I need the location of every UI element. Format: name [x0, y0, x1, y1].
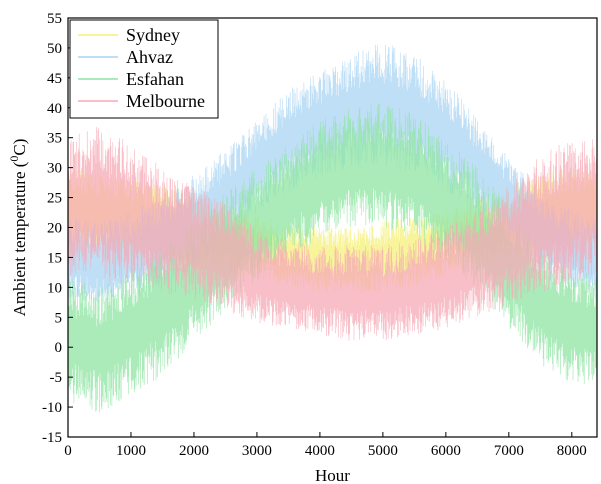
y-tick-label: 35 — [47, 131, 62, 147]
y-tick-label: 25 — [47, 191, 62, 207]
x-tick-label: 7000 — [494, 443, 524, 459]
series-layer — [67, 44, 598, 413]
series-line-esfahan — [67, 103, 598, 413]
legend-label-sydney: Sydney — [126, 25, 180, 45]
y-axis-title-superscript: 0 — [7, 156, 21, 162]
legend-label-esfahan: Esfahan — [126, 69, 184, 89]
x-axis: 0 1000 2000 3000 4000 5000 6000 7000 8000 — [64, 432, 587, 459]
y-tick-label: 5 — [55, 310, 63, 326]
y-axis-title-unit: C) — [10, 139, 29, 156]
y-tick-label: 20 — [47, 221, 62, 237]
x-tick-label: 0 — [64, 443, 72, 459]
y-tick-label: -5 — [50, 370, 63, 386]
y-tick-label: 10 — [47, 280, 62, 296]
x-tick-label: 3000 — [242, 443, 272, 459]
y-axis-title: Ambient temperature (0C) — [7, 139, 29, 317]
x-tick-label: 6000 — [431, 443, 461, 459]
y-tick-label: 30 — [47, 161, 62, 177]
x-tick-label: 8000 — [557, 443, 587, 459]
y-tick-label: 50 — [47, 41, 62, 57]
y-tick-label: -15 — [42, 430, 62, 446]
y-axis-title-main: Ambient temperature ( — [10, 161, 29, 316]
y-tick-label: 15 — [47, 250, 62, 266]
y-tick-label: 40 — [47, 101, 62, 117]
x-tick-label: 1000 — [116, 443, 146, 459]
y-axis: -15 -10 -5 0 5 10 15 20 25 30 35 40 45 50 55 — [42, 11, 73, 446]
x-tick-label: 5000 — [368, 443, 398, 459]
series-line-melbourne — [67, 126, 598, 341]
x-tick-label: 4000 — [305, 443, 335, 459]
x-axis-title: Hour — [315, 466, 350, 484]
legend-label-melbourne: Melbourne — [126, 91, 205, 111]
legend-label-ahvaz: Ahvaz — [126, 47, 173, 67]
y-tick-label: -10 — [42, 400, 62, 416]
x-tick-label: 2000 — [179, 443, 209, 459]
y-tick-label: 0 — [55, 340, 63, 356]
y-tick-label: 55 — [47, 11, 62, 27]
y-tick-label: 45 — [47, 71, 62, 87]
